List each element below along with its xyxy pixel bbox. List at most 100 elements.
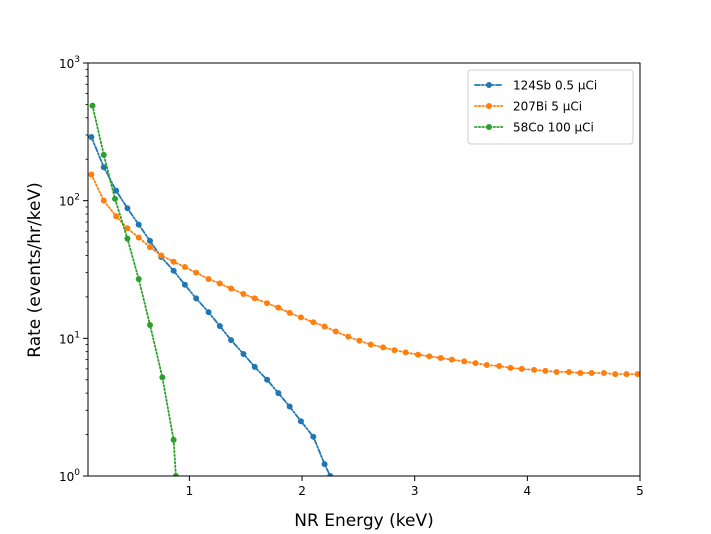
series-1-point-34 [483, 362, 490, 369]
series-1-point-33 [472, 360, 479, 367]
series-1-point-28 [415, 351, 422, 358]
series-0-point-5 [146, 237, 153, 244]
series-2-point-1 [100, 151, 107, 158]
series-2 [89, 102, 179, 476]
series-1-point-7 [170, 258, 177, 265]
series-1-point-38 [531, 366, 538, 373]
series-1-point-29 [426, 353, 433, 360]
series-1-point-13 [240, 290, 247, 297]
series-2-point-8 [172, 473, 179, 476]
x-tick-label-2: 3 [411, 484, 419, 498]
series-1-point-42 [577, 369, 584, 376]
series-1-point-11 [216, 280, 223, 287]
series-1-point-23 [356, 337, 363, 344]
legend-label-2: 58Co 100 µCi [513, 121, 594, 135]
series-layer [88, 102, 640, 476]
series-0-point-4 [135, 221, 142, 228]
series-line-1 [90, 173, 639, 376]
x-tick-label-0: 1 [186, 484, 194, 498]
series-1-point-37 [518, 365, 525, 372]
y-tick-label-0: 100 [59, 468, 80, 484]
series-1-point-30 [437, 354, 444, 361]
series-1-point-9 [193, 269, 200, 276]
series-1-point-10 [205, 275, 212, 282]
series-1-point-26 [391, 347, 398, 354]
series-1-point-47 [634, 371, 640, 378]
series-0-point-20 [321, 461, 328, 468]
x-axis-label: NR Energy (keV) [294, 511, 433, 531]
series-1-point-19 [310, 319, 317, 326]
series-1-point-25 [380, 344, 387, 351]
series-0-point-17 [286, 403, 293, 410]
series-1-point-1 [100, 197, 107, 204]
x-tick-label-4: 5 [636, 484, 644, 498]
series-0-point-1 [100, 164, 107, 171]
series-1-point-4 [135, 234, 142, 241]
series-0-point-13 [240, 350, 247, 357]
y-axis-label: Rate (events/hr/keV) [25, 182, 45, 357]
series-1-point-45 [612, 371, 619, 378]
series-1-point-24 [367, 341, 374, 348]
series-1-point-16 [275, 304, 282, 311]
series-2-point-5 [146, 321, 153, 328]
series-1-point-39 [542, 367, 549, 374]
series-0-point-10 [205, 309, 212, 316]
series-1-point-32 [461, 358, 468, 365]
series-0-point-19 [310, 433, 317, 440]
series-2-point-4 [135, 275, 142, 282]
series-1-point-12 [228, 285, 235, 292]
series-1-point-6 [158, 252, 165, 259]
series-0-point-16 [275, 390, 282, 397]
series-0-point-8 [181, 281, 188, 288]
series-2-point-2 [112, 195, 119, 202]
series-0-point-3 [124, 205, 131, 212]
legend-marker-0 [486, 82, 492, 88]
series-0-point-11 [216, 322, 223, 329]
series-0-point-21 [327, 473, 334, 476]
series-1-point-18 [297, 314, 304, 321]
legend-marker-1 [486, 103, 492, 109]
series-0 [88, 134, 334, 476]
y-tick-label-1: 101 [59, 330, 80, 346]
x-tick-label-3: 4 [524, 484, 532, 498]
series-1-point-8 [181, 263, 188, 270]
series-1-point-35 [496, 362, 503, 369]
series-2-point-3 [124, 235, 131, 242]
series-1-point-2 [113, 213, 120, 220]
legend: 124Sb 0.5 µCi 207Bi 5 µCi 58Co 100 µCi [467, 69, 634, 145]
series-1-point-36 [507, 364, 514, 371]
y-tick-label-2: 102 [59, 193, 80, 209]
legend-label-0: 124Sb 0.5 µCi [513, 79, 597, 93]
series-2-point-7 [170, 436, 177, 443]
series-1-point-40 [553, 368, 560, 375]
series-0-point-15 [264, 376, 271, 383]
series-1-point-21 [332, 328, 339, 335]
legend-marker-2 [486, 124, 492, 130]
series-1-point-22 [345, 333, 352, 340]
series-0-point-7 [170, 267, 177, 274]
series-1 [88, 171, 640, 378]
series-0-point-14 [251, 363, 258, 370]
x-tick-label-1: 2 [298, 484, 306, 498]
plot-frame [87, 62, 641, 477]
y-tick-label-3: 103 [59, 55, 80, 71]
series-line-0 [90, 136, 332, 476]
series-1-point-46 [623, 371, 630, 378]
series-line-2 [91, 104, 177, 476]
series-1-point-0 [88, 171, 95, 178]
series-1-point-14 [251, 295, 258, 302]
legend-box [467, 69, 634, 145]
series-1-point-43 [588, 369, 595, 376]
series-0-point-0 [88, 134, 95, 141]
series-2-point-6 [159, 374, 166, 381]
series-1-point-3 [124, 225, 131, 232]
axes-layer: 1 2 3 4 5 100 101 102 103 [59, 55, 644, 498]
series-1-point-17 [286, 309, 293, 316]
series-1-point-44 [600, 369, 607, 376]
series-1-point-31 [448, 356, 455, 363]
series-0-point-2 [113, 187, 120, 194]
series-0-point-9 [193, 295, 200, 302]
series-1-point-27 [402, 349, 409, 356]
series-1-point-5 [146, 244, 153, 251]
series-2-point-0 [89, 102, 96, 109]
